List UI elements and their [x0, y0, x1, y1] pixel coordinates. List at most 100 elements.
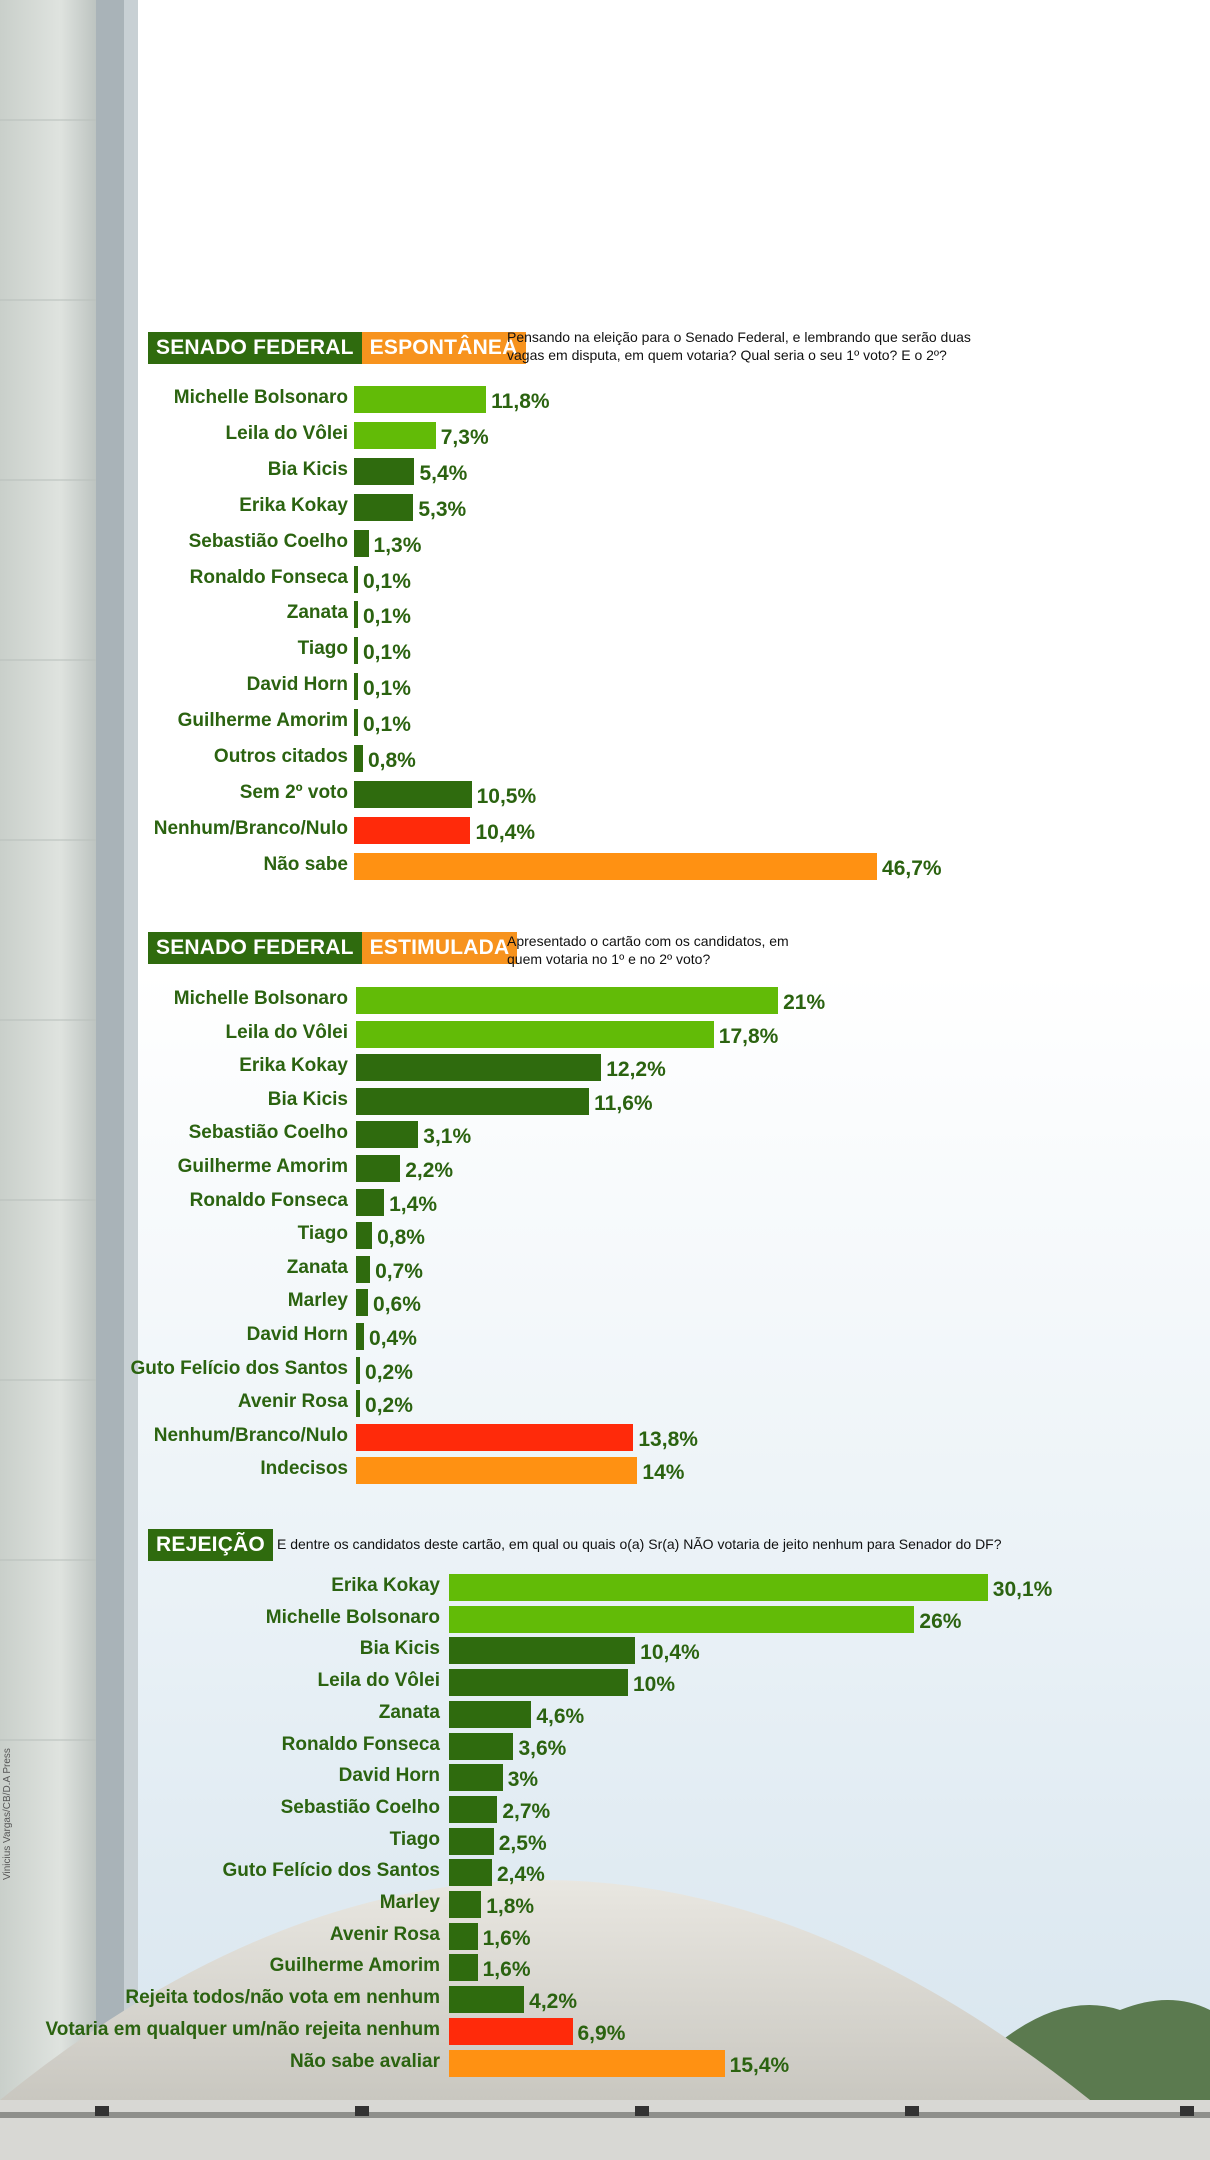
category-label: Guto Felício dos Santos: [130, 1357, 348, 1379]
bar-row: Marley 1,8%: [0, 1888, 1210, 1918]
bar-row: Outros citados 0,8%: [0, 742, 1210, 772]
bar-row: Leila do Vôlei 10%: [0, 1666, 1210, 1697]
value-label: 3,6%: [518, 1736, 567, 1760]
title-main: REJEIÇÃO: [148, 1529, 273, 1561]
value-label: 4,6%: [536, 1704, 585, 1728]
bar-row: Rejeita todos/não vota em nenhum 4,2%: [0, 1983, 1210, 2014]
value-label: 0,8%: [367, 749, 416, 772]
category-label: Indecisos: [260, 1458, 348, 1480]
bar-row: Guilherme Amorim 2,2%: [0, 1152, 1210, 1182]
bar: [449, 1954, 478, 1982]
bar: [356, 1289, 369, 1317]
category-label: Leila do Vôlei: [225, 1021, 348, 1043]
bar-row: Erika Kokay 5,3%: [0, 491, 1210, 521]
bar-row: Zanata 4,6%: [0, 1698, 1210, 1728]
bar: [356, 1087, 590, 1115]
value-label: 0,2%: [365, 1394, 413, 1418]
bar: [449, 2049, 725, 2077]
bar-row: Zanata 0,7%: [0, 1253, 1210, 1283]
category-label: David Horn: [246, 1324, 348, 1345]
bar: [449, 1764, 503, 1792]
bar: [356, 1423, 634, 1451]
bar: [356, 1121, 419, 1149]
value-label: 11,6%: [594, 1091, 653, 1115]
value-label: 30,1%: [992, 1578, 1053, 1601]
section-title: REJEIÇÃO: [148, 1529, 273, 1561]
value-label: 46,7%: [882, 856, 942, 880]
category-label: Erika Kokay: [331, 1575, 440, 1596]
bar-row: Guilherme Amorim 0,1%: [0, 706, 1210, 737]
value-label: 5,3%: [418, 497, 467, 521]
bar-row: Votaria em qualquer um/não rejeita nenhu…: [0, 2015, 1210, 2045]
bar-row: Sebastião Coelho 2,7%: [0, 1793, 1210, 1823]
bar: [356, 1188, 385, 1216]
value-label: 10,4%: [640, 1641, 700, 1665]
bar: [356, 1222, 373, 1250]
value-label: 0,2%: [365, 1360, 413, 1384]
bar-row: Tiago 2,5%: [0, 1825, 1210, 1855]
bar-row: Michelle Bolsonaro 21%: [0, 984, 1210, 1014]
bar: [354, 745, 363, 772]
bar-row: Leila do Vôlei 17,8%: [0, 1018, 1210, 1048]
category-label: Bia Kicis: [267, 1088, 348, 1110]
bar: [356, 1457, 638, 1485]
bar: [354, 457, 415, 485]
category-label: Zanata: [286, 602, 348, 624]
category-label: Bia Kicis: [359, 1638, 440, 1660]
value-label: 6,9%: [577, 2021, 626, 2045]
category-label: Michelle Bolsonaro: [173, 387, 348, 408]
value-label: 14%: [642, 1461, 685, 1485]
bar-row: Erika Kokay 30,1%: [0, 1571, 1210, 1601]
bar-row: Leila do Vôlei 7,3%: [0, 419, 1210, 449]
bar-row: Avenir Rosa 1,6%: [0, 1920, 1210, 1950]
bar-row: Bia Kicis 5,4%: [0, 455, 1210, 485]
bar: [449, 1859, 492, 1887]
category-label: Marley: [379, 1892, 440, 1913]
bar-row: Nenhum/Branco/Nulo 13,8%: [0, 1421, 1210, 1451]
category-label: Erika Kokay: [239, 1055, 348, 1077]
category-label: Sebastião Coelho: [280, 1796, 440, 1818]
value-label: 0,1%: [363, 677, 411, 701]
bar: [449, 1574, 988, 1601]
category-label: Bia Kicis: [267, 458, 348, 480]
category-label: Michelle Bolsonaro: [173, 988, 348, 1009]
value-label: 1,6%: [482, 1926, 531, 1950]
value-label: 3%: [507, 1768, 539, 1792]
bar-row: Ronaldo Fonseca 1,4%: [0, 1186, 1210, 1216]
title-main: SENADO FEDERAL: [148, 332, 362, 364]
category-label: Zanata: [286, 1256, 348, 1278]
category-label: Não sabe: [263, 853, 348, 875]
category-label: Sem 2º voto: [239, 781, 348, 803]
bar: [354, 852, 878, 880]
value-label: 15,4%: [729, 2053, 790, 2077]
value-label: 10,4%: [475, 820, 536, 844]
value-label: 2,2%: [405, 1159, 454, 1182]
value-label: 0,1%: [363, 569, 411, 593]
bar: [356, 1356, 361, 1384]
value-label: 11,8%: [491, 390, 550, 413]
bar-row: David Horn 0,1%: [0, 670, 1210, 701]
value-label: 17,8%: [718, 1024, 779, 1048]
value-label: 2,7%: [502, 1799, 551, 1823]
category-label: Guilherme Amorim: [269, 1955, 440, 1977]
category-label: Nenhum/Branco/Nulo: [153, 1424, 348, 1446]
category-label: Nenhum/Branco/Nulo: [153, 817, 348, 839]
bar-row: Erika Kokay 12,2%: [0, 1051, 1210, 1082]
question-text: E dentre os candidatos deste cartão, em …: [277, 1536, 1002, 1552]
bar: [354, 673, 358, 701]
bar: [354, 565, 358, 593]
bar: [449, 2017, 573, 2045]
bar: [449, 1605, 915, 1633]
category-label: Guilherme Amorim: [177, 1156, 348, 1177]
bar-row: Guto Felício dos Santos 2,4%: [0, 1856, 1210, 1887]
bar: [356, 1155, 401, 1182]
bar-row: Michelle Bolsonaro 11,8%: [0, 383, 1210, 413]
bar: [354, 780, 472, 808]
value-label: 0,7%: [375, 1259, 423, 1283]
bar-row: Tiago 0,1%: [0, 634, 1210, 665]
bar: [356, 1054, 602, 1082]
bar: [356, 1323, 365, 1350]
bar: [449, 1700, 532, 1728]
value-label: 1,4%: [389, 1192, 437, 1216]
bar-row: Nenhum/Branco/Nulo 10,4%: [0, 814, 1210, 844]
